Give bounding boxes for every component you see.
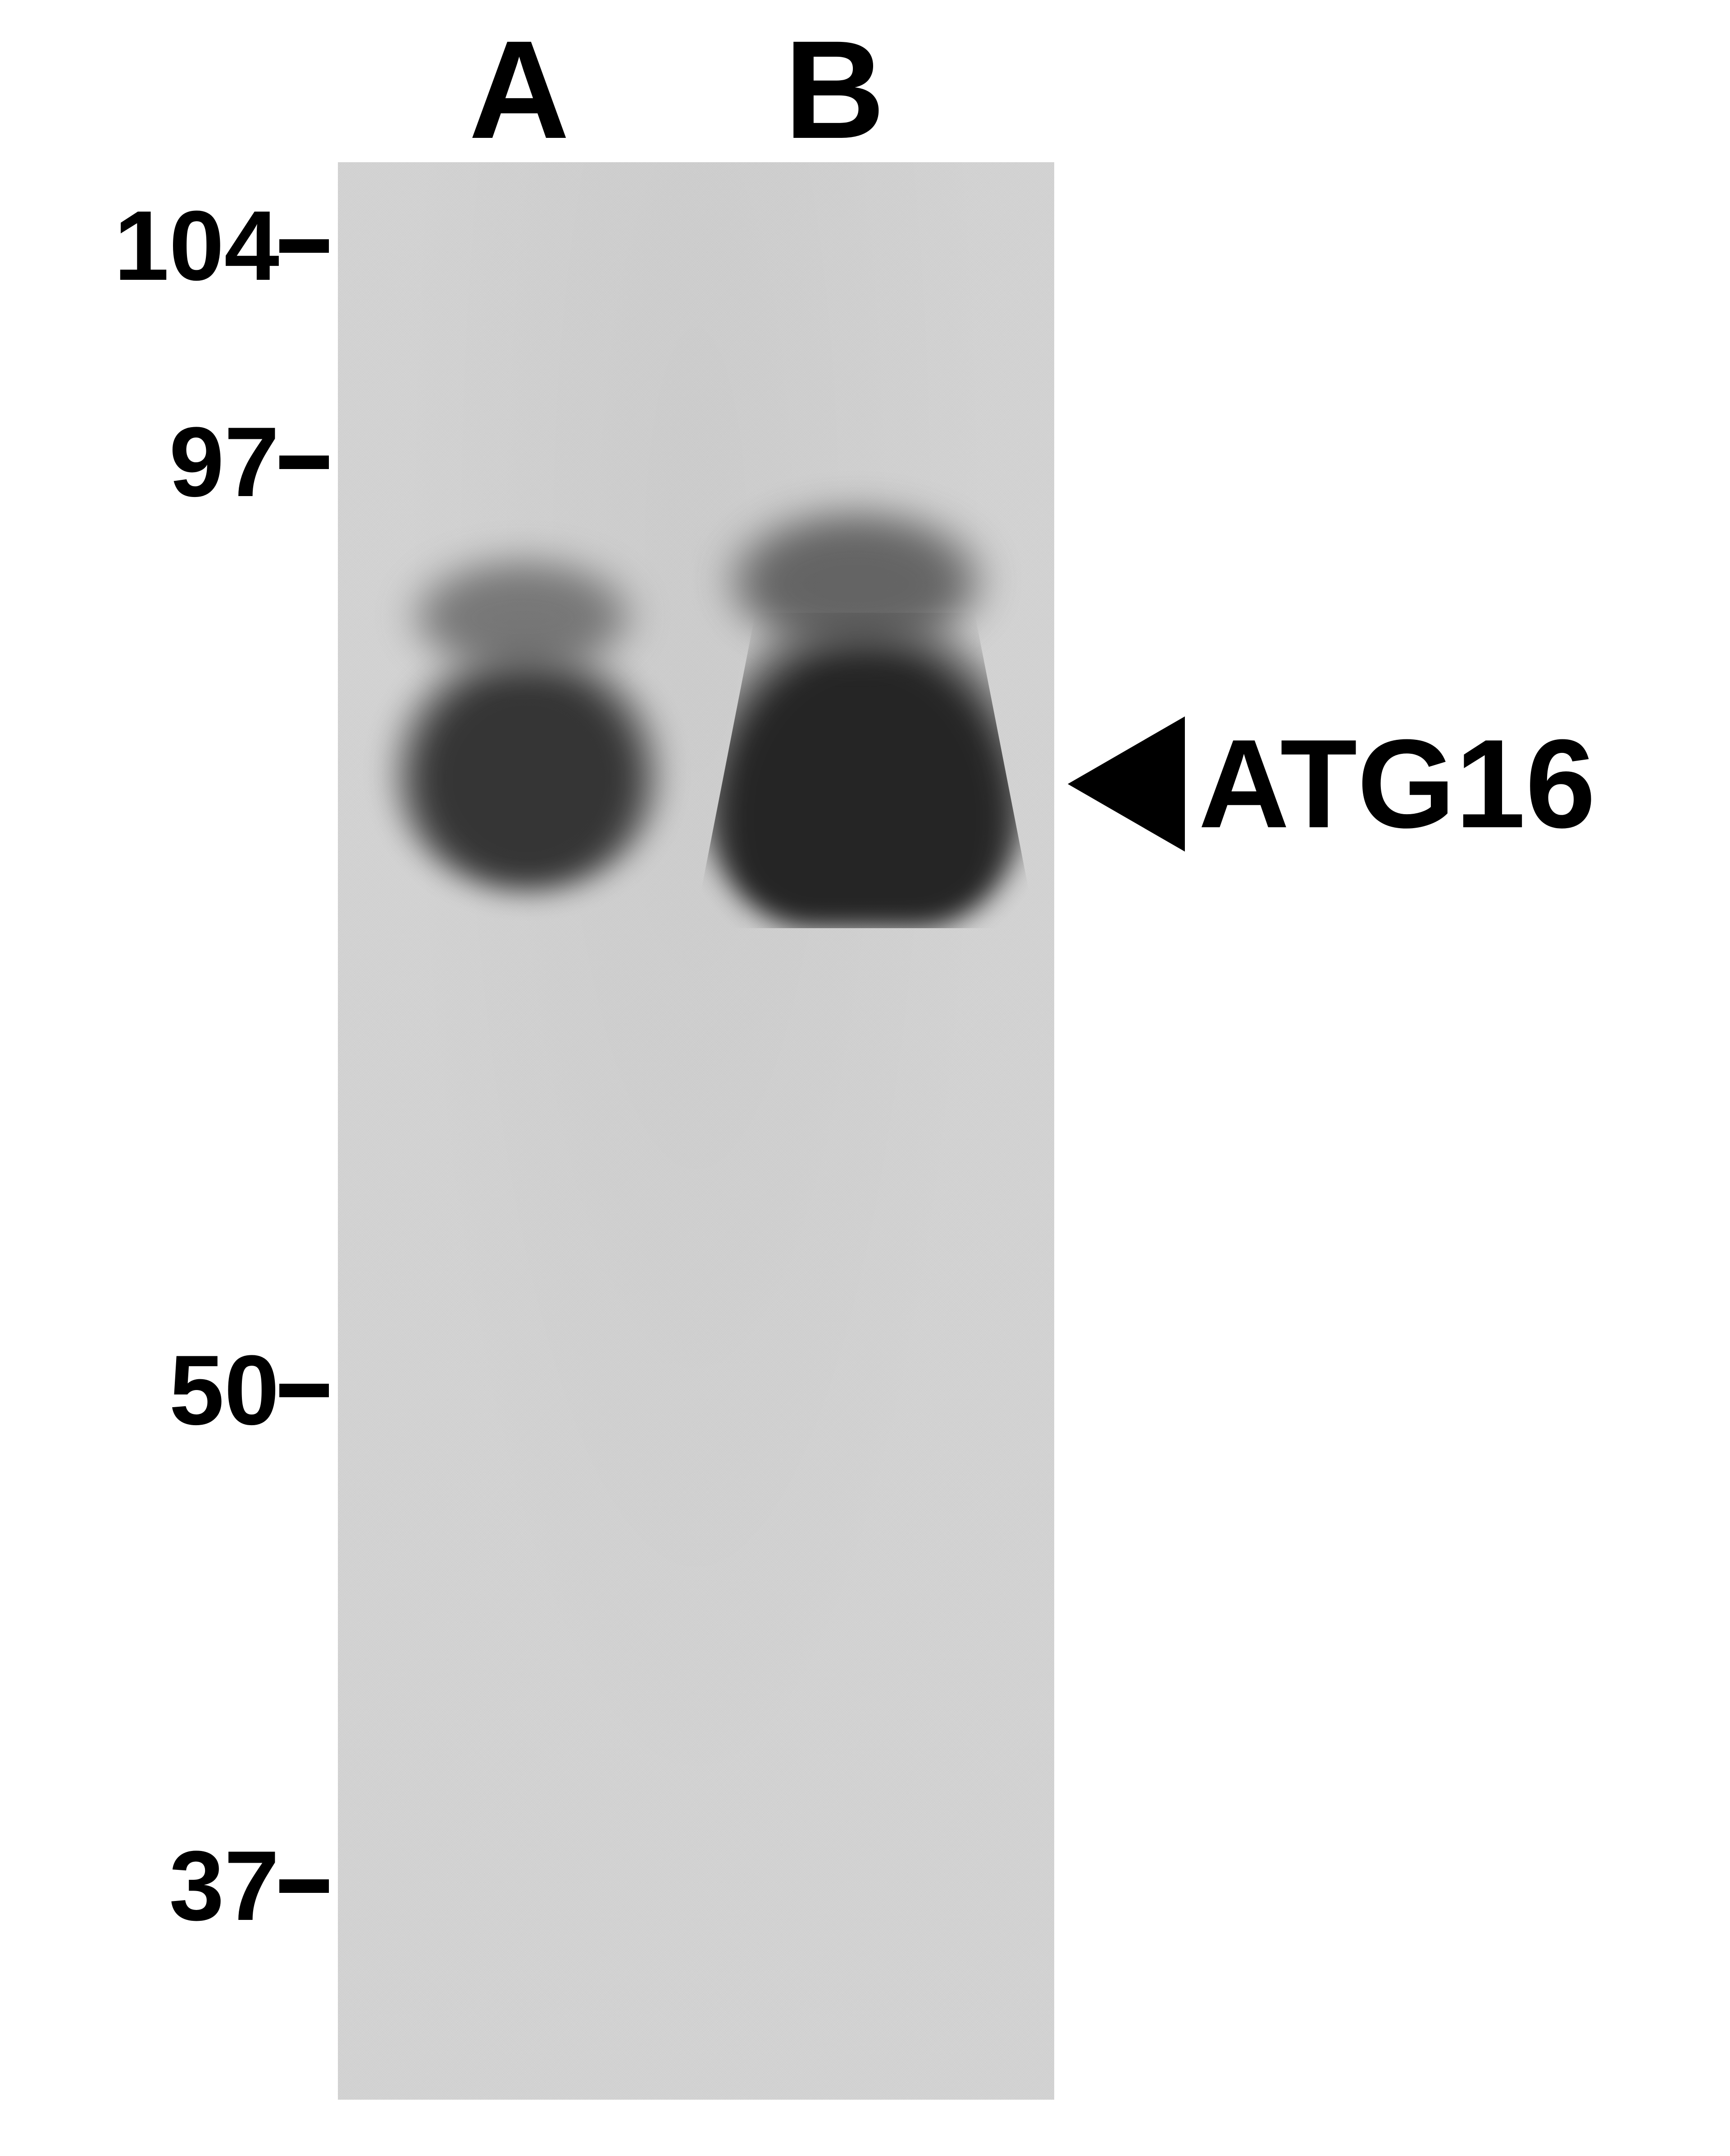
lane-label-b: B [784,9,885,170]
lane-label-a: A [469,9,570,170]
mw-marker-97: 97 [0,405,329,519]
mw-marker-text: 37 [169,1829,279,1943]
mw-marker-text: 97 [169,405,279,519]
mw-marker-text: 50 [169,1333,279,1447]
blot-grain [338,162,1054,2100]
band-b-3 [721,505,991,649]
mw-marker-dash [279,239,329,253]
band-a-0 [387,640,667,892]
mw-marker-37: 37 [0,1829,329,1943]
mw-marker-dash [279,456,329,469]
mw-marker-dash [279,1384,329,1397]
mw-marker-dash [279,1879,329,1893]
protein-pointer: ATG16 [1068,716,1596,852]
band-a-1 [405,554,640,671]
arrow-left-icon [1068,716,1185,852]
figure-canvas: A B 104 97 50 37 ATG16 [0,0,1730,2156]
blot-strip [338,162,1054,2100]
mw-marker-text: 104 [114,189,279,303]
mw-marker-104: 104 [0,189,329,303]
protein-label: ATG16 [1198,716,1596,852]
mw-marker-50: 50 [0,1333,329,1447]
